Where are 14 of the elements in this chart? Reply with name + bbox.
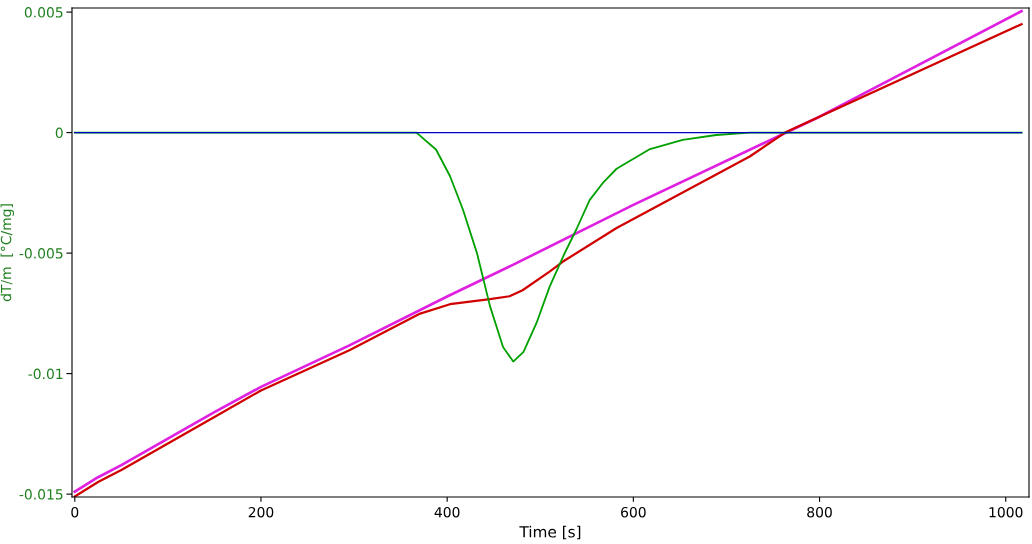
y-tick-label: -0.01 [28,368,63,380]
line-series [73,131,1023,363]
y-tick-label: 0 [55,127,63,139]
y-tick-label: -0.015 [19,489,63,500]
x-tick-label: 800 [807,506,832,518]
x-tick-label: 400 [434,506,460,518]
x-tick-label: 600 [621,506,646,518]
x-tick-label: 1000 [989,506,1023,518]
y-tick-label: -0.005 [19,248,63,259]
x-tick-label: 200 [248,506,274,518]
y-axis-title: dT/m [°C/mg] [0,204,14,302]
x-tick-label: 0 [71,506,79,518]
x-axis-title: Time [s] [519,525,581,540]
y-tick-label: 0.005 [24,7,63,18]
